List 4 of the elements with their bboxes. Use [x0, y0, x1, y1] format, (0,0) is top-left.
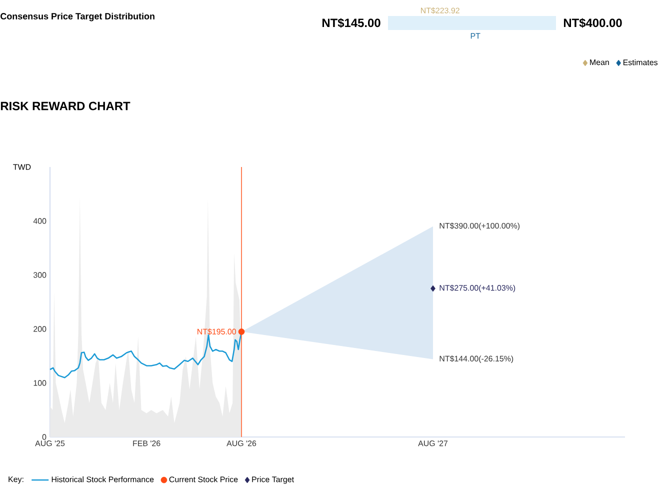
text: NT$400.00	[564, 18, 622, 28]
text: Consensus Price Target Distribution	[0, 12, 154, 22]
text: NT$145.00	[322, 18, 380, 28]
chart-title: RISK REWARD CHART	[0, 102, 130, 110]
